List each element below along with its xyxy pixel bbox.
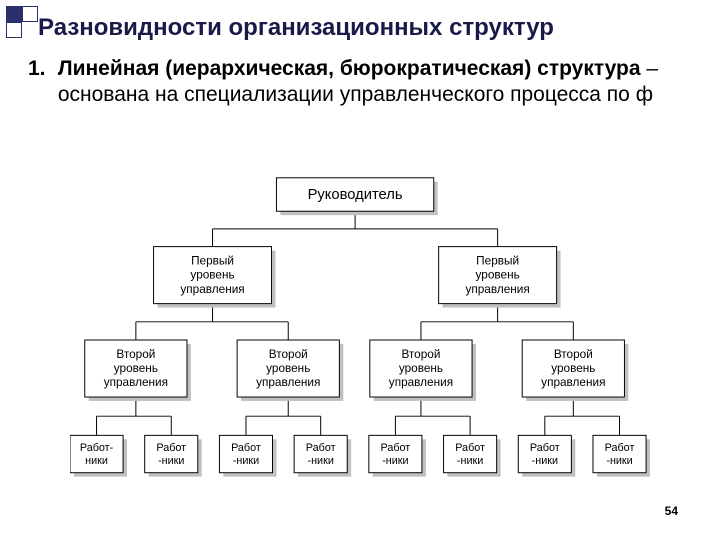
svg-text:Работ-: Работ- bbox=[80, 442, 114, 454]
svg-text:ники: ники bbox=[85, 455, 108, 467]
svg-text:Работ: Работ bbox=[231, 442, 261, 454]
svg-text:уровень: уровень bbox=[476, 269, 520, 282]
svg-text:-ники: -ники bbox=[382, 455, 408, 467]
decor-square bbox=[6, 22, 22, 38]
svg-text:-ники: -ники bbox=[532, 455, 558, 467]
svg-text:-ники: -ники bbox=[606, 455, 632, 467]
svg-text:управления: управления bbox=[389, 376, 453, 389]
svg-text:управления: управления bbox=[180, 283, 244, 296]
body-text: 1. Линейная (иерархическая, бюрократичес… bbox=[28, 56, 694, 109]
svg-text:уровень: уровень bbox=[190, 269, 234, 282]
svg-text:-ники: -ники bbox=[158, 455, 184, 467]
svg-text:Работ: Работ bbox=[455, 442, 485, 454]
svg-text:уровень: уровень bbox=[551, 362, 595, 375]
list-number: 1. bbox=[28, 56, 52, 82]
list-text: Линейная (иерархическая, бюрократическая… bbox=[58, 56, 678, 109]
svg-text:управления: управления bbox=[465, 283, 529, 296]
svg-text:Второй: Второй bbox=[269, 348, 308, 361]
svg-text:-ники: -ники bbox=[233, 455, 259, 467]
svg-text:Второй: Второй bbox=[401, 348, 440, 361]
svg-text:Работ: Работ bbox=[381, 442, 411, 454]
svg-text:управления: управления bbox=[256, 376, 320, 389]
svg-text:Работ: Работ bbox=[306, 442, 336, 454]
svg-text:управления: управления bbox=[104, 376, 168, 389]
decor-square bbox=[6, 6, 22, 22]
org-chart: РуководительПервыйуровеньуправленияПервы… bbox=[70, 175, 650, 505]
svg-text:управления: управления bbox=[541, 376, 605, 389]
slide-title: Разновидности организационных структур bbox=[38, 14, 554, 42]
svg-text:уровень: уровень bbox=[399, 362, 443, 375]
page-number: 54 bbox=[665, 504, 678, 518]
svg-text:Второй: Второй bbox=[554, 348, 593, 361]
svg-text:Первый: Первый bbox=[191, 255, 234, 268]
svg-text:Первый: Первый bbox=[476, 255, 519, 268]
svg-text:-ники: -ники bbox=[308, 455, 334, 467]
svg-text:Руководитель: Руководитель bbox=[308, 187, 403, 203]
slide: Разновидности организационных структур 1… bbox=[0, 0, 720, 540]
svg-text:уровень: уровень bbox=[114, 362, 158, 375]
svg-text:Работ: Работ bbox=[530, 442, 560, 454]
decor-square bbox=[22, 6, 38, 22]
svg-text:Работ: Работ bbox=[156, 442, 186, 454]
list-bold: Линейная (иерархическая, бюрократическая… bbox=[58, 57, 641, 80]
svg-text:Второй: Второй bbox=[116, 348, 155, 361]
svg-text:уровень: уровень bbox=[266, 362, 310, 375]
svg-text:Работ: Работ bbox=[605, 442, 635, 454]
svg-text:-ники: -ники bbox=[457, 455, 483, 467]
